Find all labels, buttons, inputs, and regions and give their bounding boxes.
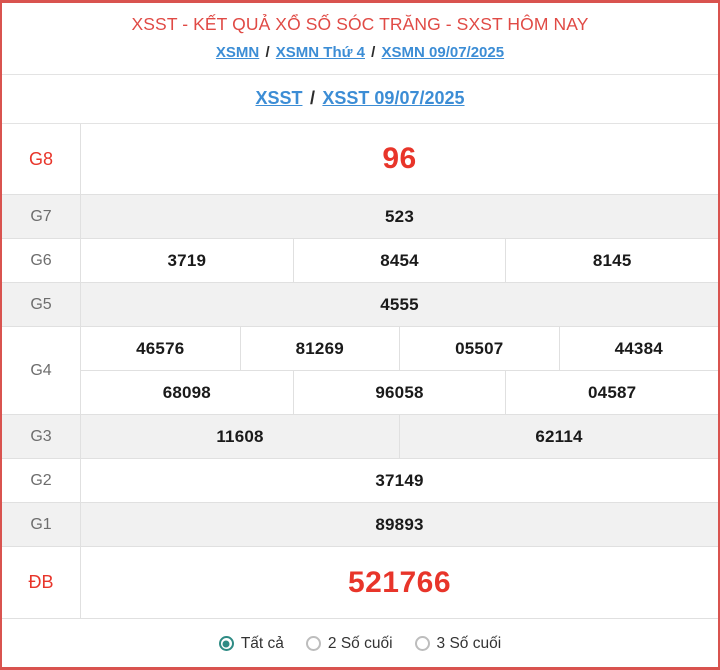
prize-number: 3719 xyxy=(81,239,294,282)
radio-option-label: 3 Số cuối xyxy=(436,634,502,652)
digit-filter-group: Tất cả 2 Số cuối 3 Số cuối xyxy=(2,618,718,667)
prize-number: 11608 xyxy=(81,415,400,458)
prize-values: 89893 xyxy=(81,503,718,546)
prize-row-g7: G7 523 xyxy=(2,195,718,239)
prize-values: 11608 62114 xyxy=(81,415,718,458)
radio-option-0[interactable]: Tất cả xyxy=(218,634,284,653)
prize-label-g5: G5 xyxy=(2,283,81,326)
prize-values: 521766 xyxy=(81,547,718,618)
page-header: XSST - KẾT QUẢ XỔ SỐ SÓC TRĂNG - SXST HÔ… xyxy=(2,3,718,75)
prize-label-g8: G8 xyxy=(2,124,81,194)
breadcrumb-link-xsmn-date[interactable]: XSMN 09/07/2025 xyxy=(381,44,505,61)
prize-value-line: 3719 8454 8145 xyxy=(81,239,718,282)
prize-row-đb: ĐB 521766 xyxy=(2,547,718,618)
breadcrumb-secondary: XSST / XSST 09/07/2025 xyxy=(2,75,718,124)
prize-number: 46576 xyxy=(81,327,241,370)
prize-row-g8: G8 96 xyxy=(2,124,718,195)
prize-number: 89893 xyxy=(375,514,424,534)
prize-value-line: 11608 62114 xyxy=(81,415,718,458)
prize-label-g2: G2 xyxy=(2,459,81,502)
radio-button-icon[interactable] xyxy=(414,636,430,651)
prize-values: 4555 xyxy=(81,283,718,326)
radio-option-label: Tất cả xyxy=(240,634,284,652)
prize-number: 523 xyxy=(385,206,414,226)
breadcrumb-primary: XSMN / XSMN Thứ 4 / XSMN 09/07/2025 xyxy=(2,42,718,63)
prize-value-line: 68098 96058 04587 xyxy=(81,371,718,414)
prize-label-g7: G7 xyxy=(2,195,81,238)
prize-row-g4: G4 46576 81269 05507 44384 68098 96058 04587 xyxy=(2,327,718,415)
prize-values: 46576 81269 05507 44384 68098 96058 04587 xyxy=(81,327,718,414)
prize-row-g2: G2 37149 xyxy=(2,459,718,503)
page-title: XSST - KẾT QUẢ XỔ SỐ SÓC TRĂNG - SXST HÔ… xyxy=(131,14,589,34)
radio-button-icon[interactable] xyxy=(218,636,234,651)
prize-values: 96 xyxy=(81,124,718,194)
prize-values: 523 xyxy=(81,195,718,238)
prize-number: 8454 xyxy=(294,239,507,282)
breadcrumb-link-xsst[interactable]: XSST xyxy=(255,88,303,108)
prize-value-line: 37149 xyxy=(81,459,718,502)
prize-number: 8145 xyxy=(592,250,632,270)
prize-number: 68098 xyxy=(81,371,294,414)
prize-number: 44384 xyxy=(614,338,663,358)
prize-row-g3: G3 11608 62114 xyxy=(2,415,718,459)
results-table: G8 96 G7 523 G6 3719 8454 8145 G5 4555 G4 46576 8126… xyxy=(2,124,718,618)
prize-number: 04587 xyxy=(588,382,637,402)
prize-values: 3719 8454 8145 xyxy=(81,239,718,282)
prize-value-line: 523 xyxy=(81,195,718,238)
prize-label-g4: G4 xyxy=(2,327,81,414)
prize-label-đb: ĐB xyxy=(2,547,81,618)
breadcrumb-separator: / xyxy=(371,44,376,61)
radio-option-1[interactable]: 2 Số cuối xyxy=(305,634,393,653)
prize-value-line: 4555 xyxy=(81,283,718,326)
prize-row-g6: G6 3719 8454 8145 xyxy=(2,239,718,283)
prize-value-line: 96 xyxy=(81,124,718,194)
radio-option-2[interactable]: 3 Số cuối xyxy=(414,634,502,653)
prize-label-g3: G3 xyxy=(2,415,81,458)
prize-value-line: 521766 xyxy=(81,547,718,618)
prize-number: 521766 xyxy=(347,565,452,599)
breadcrumb-separator: / xyxy=(309,88,315,108)
prize-number: 4555 xyxy=(380,294,419,314)
radio-option-label: 2 Số cuối xyxy=(327,634,393,652)
prize-number: 81269 xyxy=(241,327,400,370)
prize-value-line: 89893 xyxy=(81,503,718,546)
breadcrumb-link-xsmn[interactable]: XSMN xyxy=(215,44,260,61)
breadcrumb-separator: / xyxy=(265,44,270,61)
radio-button-icon[interactable] xyxy=(305,636,321,651)
prize-number: 05507 xyxy=(400,327,560,370)
prize-value-line: 46576 81269 05507 44384 xyxy=(81,327,718,371)
breadcrumb-link-xsst-date[interactable]: XSST 09/07/2025 xyxy=(322,88,465,108)
prize-number: 96058 xyxy=(294,371,507,414)
prize-row-g5: G5 4555 xyxy=(2,283,718,327)
prize-label-g1: G1 xyxy=(2,503,81,546)
prize-number: 62114 xyxy=(535,426,583,446)
prize-label-g6: G6 xyxy=(2,239,81,282)
prize-values: 37149 xyxy=(81,459,718,502)
prize-number: 96 xyxy=(382,142,417,175)
prize-row-g1: G1 89893 xyxy=(2,503,718,547)
prize-number: 37149 xyxy=(375,470,424,490)
breadcrumb-link-xsmn-weekday[interactable]: XSMN Thứ 4 xyxy=(275,44,365,61)
